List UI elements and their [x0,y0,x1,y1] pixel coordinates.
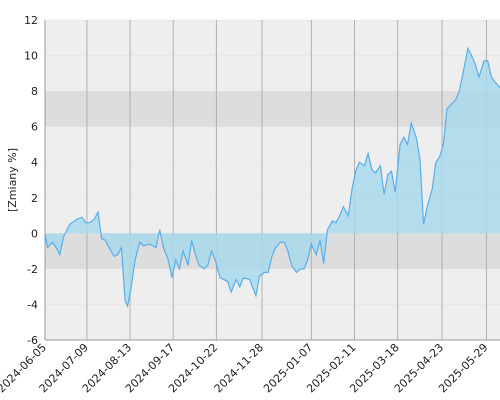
y-tick-label: -4 [27,298,38,311]
y-tick-label: -2 [27,263,38,276]
y-tick-label: -6 [27,334,38,347]
y-tick-label: 4 [31,156,38,169]
grid-band [45,162,500,198]
y-tick-label: 2 [31,192,38,205]
y-tick-label: 6 [31,121,38,134]
grid-band [45,20,500,56]
y-axis-label: [Zmiany %] [6,148,19,212]
grid-band [45,91,500,127]
y-tick-label: 10 [24,50,38,63]
line [44,46,500,309]
grid-band [45,304,500,340]
x-tick-label: 2024-11-28 [212,341,266,395]
y-tick-label: 0 [31,227,38,240]
y-tick-label: 8 [31,85,38,98]
y-tick-label: 12 [24,14,38,27]
